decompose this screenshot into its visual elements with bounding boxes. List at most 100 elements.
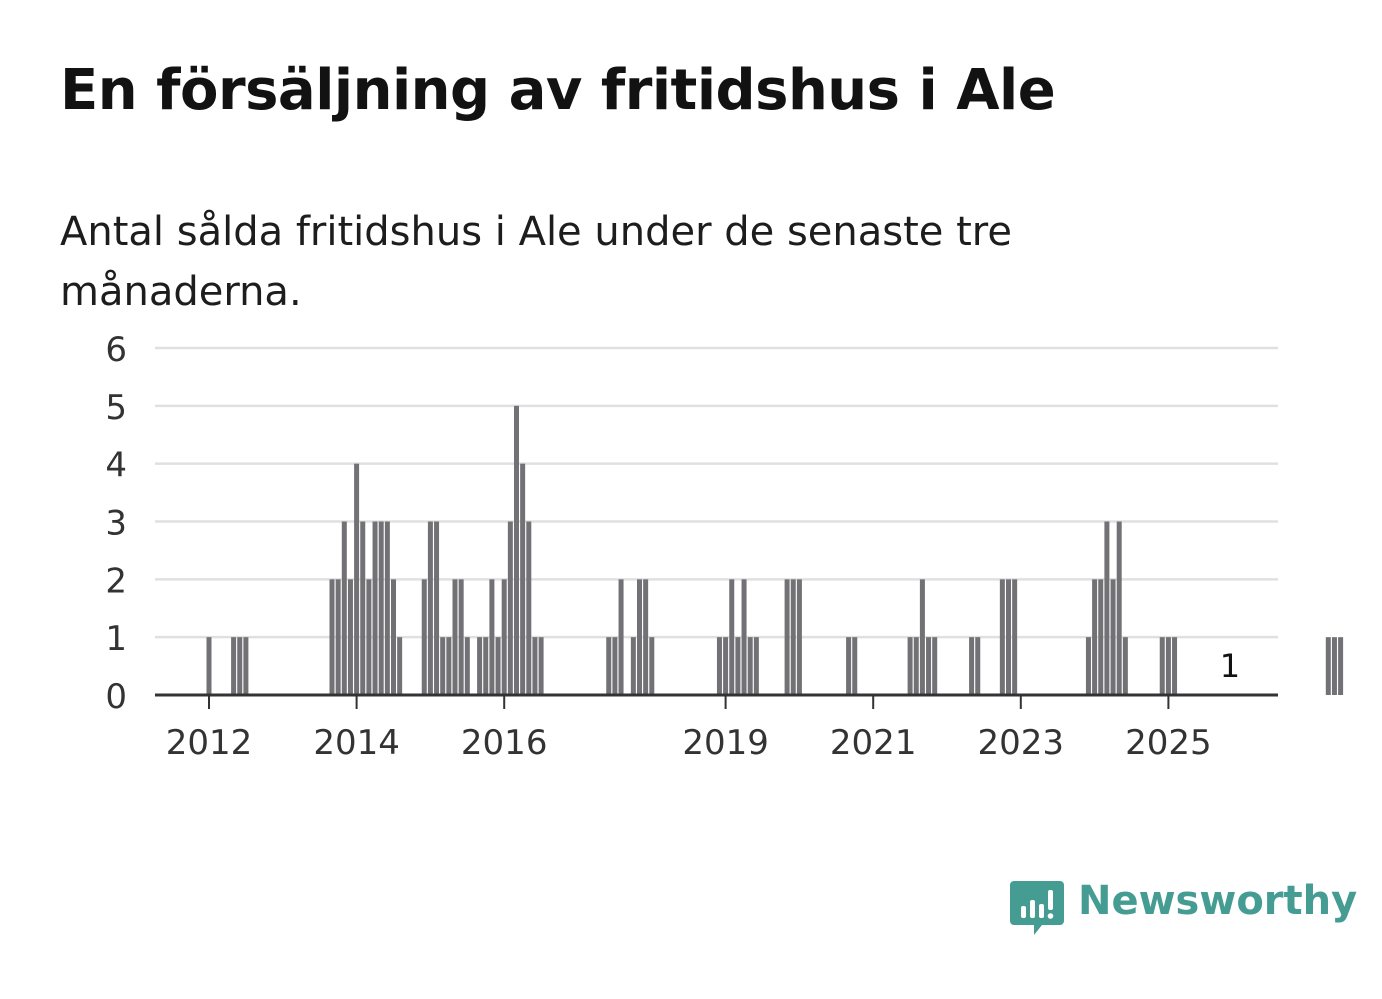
bar (1098, 579, 1104, 695)
y-axis-ticks: 0 1 2 3 4 5 6 (105, 330, 127, 717)
bar (526, 521, 532, 695)
bar (741, 579, 747, 695)
bar (495, 637, 501, 695)
bar (1338, 637, 1344, 695)
bar (341, 521, 347, 695)
x-tick-label: 2025 (1125, 723, 1212, 763)
bar (520, 463, 526, 695)
bar (464, 637, 470, 695)
bar (514, 405, 519, 695)
x-tick-label: 2016 (461, 723, 548, 763)
x-tick-label: 2012 (166, 723, 253, 763)
bar (723, 637, 729, 695)
bar (606, 637, 612, 695)
bar (243, 637, 249, 695)
y-tick-label: 6 (105, 330, 127, 370)
bar (391, 579, 396, 695)
bar (366, 579, 372, 695)
bar (384, 521, 390, 695)
bar (907, 637, 913, 695)
bar (532, 637, 538, 695)
bar (397, 637, 403, 695)
bar (1110, 579, 1116, 695)
bar (999, 579, 1005, 695)
bar (796, 579, 802, 695)
chart-subtitle: Antal sålda fritidshus i Ale under de se… (60, 209, 1012, 315)
bar (630, 637, 636, 695)
bar (477, 637, 483, 695)
y-tick-label: 1 (105, 619, 127, 659)
x-axis-ticks: 2012 2014 2016 2019 2021 2023 2025 (166, 695, 1212, 763)
bar (1012, 579, 1018, 695)
x-tick-label: 2014 (313, 723, 400, 763)
y-tick-label: 5 (105, 388, 127, 428)
y-tick-label: 3 (105, 504, 127, 544)
bar (329, 579, 335, 695)
bar (913, 637, 919, 695)
gridlines (155, 346, 1278, 639)
bar (458, 579, 464, 695)
bar (501, 579, 507, 695)
bar (446, 637, 452, 695)
bar (1104, 521, 1110, 695)
annotations: 1 (1220, 647, 1240, 685)
bar (335, 579, 341, 695)
bar (360, 521, 366, 695)
bar (716, 637, 722, 695)
newsworthy-logo-icon (1010, 881, 1064, 935)
bar (1122, 637, 1128, 695)
bar (618, 579, 624, 695)
bar (237, 637, 243, 695)
x-tick-label: 2021 (830, 723, 917, 763)
y-tick-label: 2 (105, 561, 127, 601)
bar (434, 521, 440, 695)
bar (231, 637, 237, 695)
bar (538, 637, 544, 695)
bar (932, 637, 938, 695)
bar (649, 637, 655, 695)
bar (729, 579, 735, 695)
bar (354, 463, 360, 695)
bar (427, 521, 433, 695)
bars (206, 405, 1344, 695)
bar (347, 579, 353, 695)
bar (1165, 637, 1171, 695)
bar (378, 521, 384, 695)
bar (926, 637, 932, 695)
bar (975, 637, 981, 695)
bar (846, 637, 852, 695)
bar (452, 579, 458, 695)
bar (969, 637, 975, 695)
bar (440, 637, 446, 695)
bar (1325, 637, 1331, 695)
bar (483, 637, 489, 695)
bar (919, 579, 925, 695)
bar (784, 579, 790, 695)
bar (852, 637, 858, 695)
bar (421, 579, 427, 695)
bar (1092, 579, 1098, 695)
bar (206, 637, 212, 695)
bar (612, 637, 618, 695)
bar (637, 579, 642, 695)
bar (1085, 637, 1091, 695)
bar (507, 521, 513, 695)
bar-value-label: 1 (1220, 647, 1240, 685)
x-tick-label: 2023 (978, 723, 1065, 763)
y-tick-label: 4 (105, 446, 127, 486)
y-tick-label: 0 (105, 677, 127, 717)
bar (735, 637, 741, 695)
bar (753, 637, 759, 695)
brand-name: Newsworthy (1078, 878, 1358, 924)
bar (747, 637, 753, 695)
bar (790, 579, 796, 695)
bar (1006, 579, 1011, 695)
chart-title: En försäljning av fritidshus i Ale (60, 58, 1056, 123)
bar (643, 579, 649, 695)
bar (1172, 637, 1178, 695)
bar (1116, 521, 1122, 695)
bar (1331, 637, 1337, 695)
bar (489, 579, 495, 695)
x-tick-label: 2019 (682, 723, 769, 763)
bar (372, 521, 378, 695)
